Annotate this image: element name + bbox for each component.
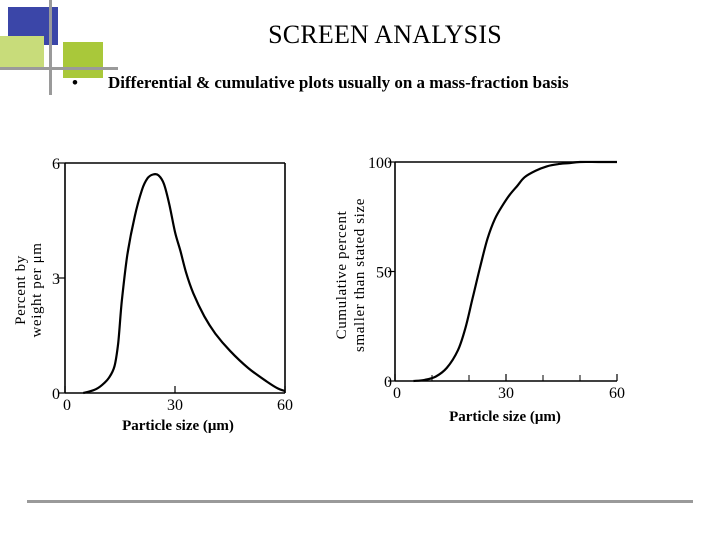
bullet-dot: • [72,73,78,92]
corner-rule-horizontal [0,67,118,70]
diff-y-tick-label: 6 [52,156,60,173]
diff-x-tick-label: 0 [63,397,71,414]
diff-y-axis-label: Percent by [13,255,29,325]
cum-curve [413,160,617,383]
cum-x-axis-label: Particle size (μm) [449,409,561,425]
slide-title: SCREEN ANALYSIS [268,20,502,49]
cum-x-tick-label: 60 [609,385,625,402]
cum-y-tick-label: 100 [368,155,392,172]
corner-square-green-small [0,36,44,68]
diff-y-tick-label: 0 [52,386,60,403]
cum-y-axis-label: Cumulative percent [334,210,350,339]
cum-x-tick-label: 0 [393,385,401,402]
diff-curve [83,173,286,395]
cum-y-tick-label: 0 [384,374,392,391]
bottom-rule [27,500,693,503]
diff-x-tick-label: 30 [167,397,183,414]
cum-x-tick-label: 30 [498,385,514,402]
corner-square-green [63,42,103,78]
diff-y-tick-label: 3 [52,271,60,288]
cum-y-axis-label: smaller than stated size [352,198,368,352]
diff-y-axis-label: weight per μm [29,243,45,338]
diff-x-tick-label: 60 [277,397,293,414]
bullet-text: Differential & cumulative plots usually … [108,73,569,92]
diff-x-axis-label: Particle size (μm) [122,418,234,434]
corner-rule-vertical [49,0,52,95]
cum-y-tick-label: 50 [376,265,392,282]
